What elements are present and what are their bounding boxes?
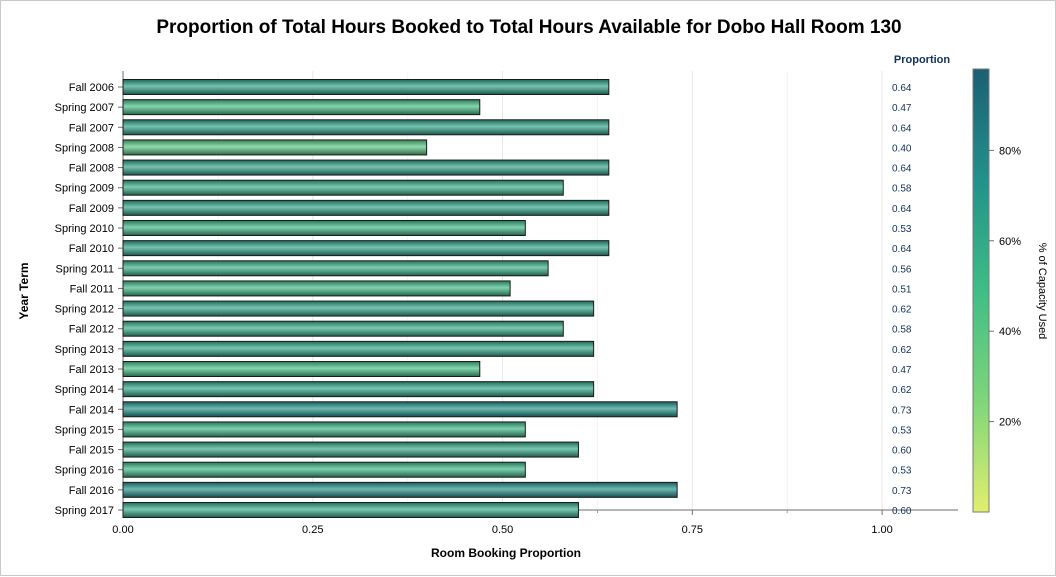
bar — [122, 421, 526, 438]
y-tick-label: Spring 2010 — [55, 223, 114, 235]
bar — [122, 260, 549, 277]
y-tick-label: Spring 2012 — [55, 304, 114, 316]
value-label: 0.73 — [892, 405, 912, 416]
bar — [122, 119, 610, 136]
value-label: 0.62 — [892, 305, 912, 316]
colorbar-tick-label: 40% — [999, 326, 1021, 338]
x-tick-label: 0.00 — [112, 524, 133, 536]
y-tick-label: Fall 2014 — [69, 404, 114, 416]
value-label: 0.73 — [892, 486, 912, 497]
colorbar-gradient — [972, 68, 990, 513]
y-tick-label: Spring 2013 — [55, 344, 114, 356]
value-label: 0.60 — [892, 446, 912, 457]
y-tick-label: Spring 2008 — [55, 142, 114, 154]
value-label: 0.58 — [892, 184, 912, 195]
value-label: 0.53 — [892, 224, 912, 235]
value-label: 0.64 — [892, 83, 912, 94]
x-tick-label: 0.25 — [302, 524, 323, 536]
bar — [122, 340, 595, 357]
x-tick-label: 1.00 — [871, 524, 892, 536]
bar — [122, 79, 610, 95]
bars — [122, 79, 678, 518]
value-label: 0.47 — [892, 103, 912, 114]
bar — [122, 159, 610, 176]
value-label: 0.40 — [892, 143, 912, 154]
bar — [122, 361, 481, 377]
bar — [122, 381, 595, 398]
colorbar-tick-label: 60% — [999, 236, 1021, 248]
y-tick-label: Fall 2006 — [69, 82, 114, 94]
bar — [122, 481, 678, 498]
y-tick-label: Spring 2016 — [55, 465, 114, 477]
y-tick-label: Fall 2009 — [69, 203, 114, 215]
bar — [122, 461, 526, 478]
value-label: 0.64 — [892, 244, 912, 255]
colorbar-tick-label: 20% — [999, 417, 1021, 429]
colorbar-tick-label: 80% — [999, 145, 1021, 157]
value-label: 0.62 — [892, 385, 912, 396]
bar — [122, 179, 564, 196]
bar — [122, 320, 564, 337]
y-tick-label: Fall 2010 — [69, 243, 114, 255]
x-axis-label: Room Booking Proportion — [431, 546, 581, 560]
value-label: 0.62 — [892, 345, 912, 356]
value-label: 0.58 — [892, 325, 912, 336]
bar — [122, 502, 579, 518]
y-tick-label: Fall 2016 — [69, 485, 114, 497]
value-column-header: Proportion — [894, 54, 950, 66]
bar — [122, 99, 481, 116]
y-tick-label: Spring 2014 — [55, 384, 114, 396]
y-axis-label: Year Term — [17, 262, 31, 319]
y-tick-label: Spring 2017 — [55, 505, 114, 517]
value-label: 0.56 — [892, 264, 912, 275]
y-tick-label: Spring 2009 — [55, 183, 114, 195]
value-label: 0.53 — [892, 466, 912, 477]
value-labels: 0.64 0.47 0.64 0.40 0.64 0.58 0.64 0.53 0.64 0.56… — [892, 83, 912, 517]
value-label: 0.60 — [892, 506, 912, 517]
y-tick-label: Spring 2015 — [55, 424, 114, 436]
colorbar-label: % of Capacity Used — [1036, 243, 1048, 340]
colorbar-ticks: 20% 40% 60% 80% — [989, 145, 1021, 429]
y-tick-label: Fall 2011 — [70, 283, 114, 295]
colorbar: 20% 40% 60% 80% % of Capacity Used — [972, 68, 1048, 513]
bar — [122, 280, 511, 297]
x-tick-label: 0.50 — [492, 524, 513, 536]
y-tick-label: Fall 2013 — [69, 364, 114, 376]
y-tick-label: Spring 2011 — [55, 263, 114, 275]
x-tick-label: 0.75 — [682, 524, 703, 536]
value-label: 0.64 — [892, 123, 912, 134]
bar — [122, 199, 610, 216]
bar — [122, 139, 428, 156]
value-label: 0.51 — [892, 284, 912, 295]
bar — [122, 401, 678, 418]
chart-title: Proportion of Total Hours Booked to Tota… — [156, 17, 901, 38]
value-label: 0.47 — [892, 365, 912, 376]
y-tick-label: Fall 2007 — [69, 122, 114, 134]
bar — [122, 220, 526, 236]
y-tick-labels: Fall 2006 Spring 2007 Fall 2007 Spring 2008… — [55, 82, 123, 517]
bar — [122, 240, 610, 257]
y-tick-label: Fall 2008 — [69, 163, 114, 175]
value-label: 0.53 — [892, 425, 912, 436]
y-tick-label: Fall 2015 — [69, 445, 114, 457]
bar — [122, 300, 595, 317]
bar — [122, 441, 579, 458]
y-tick-label: Fall 2012 — [69, 324, 114, 336]
value-label: 0.64 — [892, 164, 912, 175]
value-label: 0.64 — [892, 204, 912, 215]
y-tick-label: Spring 2007 — [55, 102, 114, 114]
